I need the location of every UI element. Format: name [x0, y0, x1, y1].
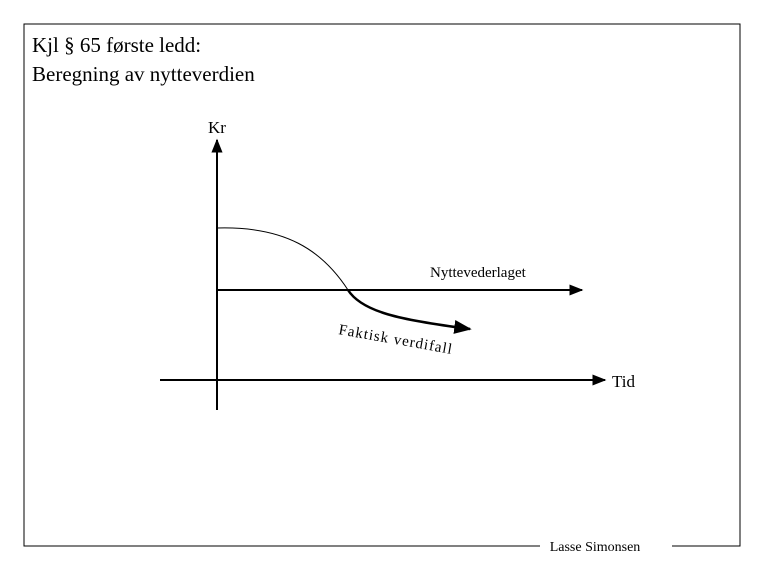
- line-label: Nyttevederlaget: [430, 265, 527, 281]
- title-line2: Beregning av nytteverdien: [32, 62, 255, 86]
- y-axis-label: Kr: [208, 118, 226, 137]
- x-axis-label: Tid: [612, 372, 636, 391]
- title-line1: Kjl § 65 første ledd:: [32, 33, 201, 57]
- slide-border: [23, 23, 741, 547]
- footer-author: Lasse Simonsen: [550, 540, 641, 555]
- decline-curve: [346, 289, 472, 334]
- value-curve: [216, 227, 349, 291]
